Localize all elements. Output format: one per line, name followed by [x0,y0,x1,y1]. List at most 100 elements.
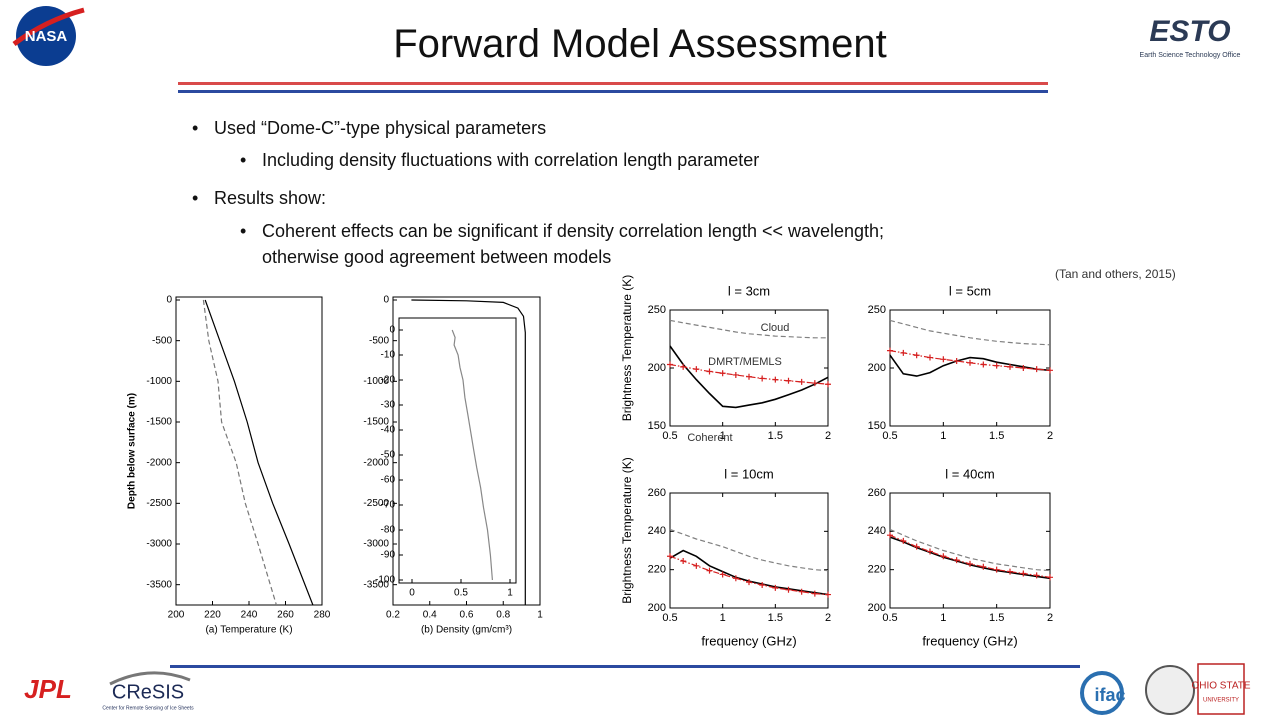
y-tick-label: -10 [381,350,396,361]
series-marker [772,584,779,591]
x-tick-label: 0.5 [662,612,677,624]
cresis-logo: CReSIS Center for Remote Sensing of Ice … [102,671,194,711]
series-marker [940,553,947,560]
annotation: DMRT/MEMLS [708,356,782,368]
y-tick-label: -1500 [363,417,389,428]
y-tick-label: -1500 [146,417,172,428]
chart-title: l = 10cm [724,466,774,481]
y-tick-label: -100 [375,575,395,586]
esto-logo: ESTO Earth Science Technology Office [1140,15,1241,59]
series-line [669,528,829,572]
x-tick-label: 0.5 [882,612,897,624]
x-tick-label: 260 [277,610,294,621]
y-tick-label: 0 [166,295,172,306]
x-tick-label: 1.5 [768,430,783,442]
x-tick-label: 2 [1047,430,1053,442]
y-tick-label: -30 [381,400,396,411]
x-tick-label: 1 [537,610,543,621]
y-tick-label: -40 [381,425,396,436]
title-rule-blue [178,90,1048,93]
y-axis-label: Brightness Temperature (K) [620,275,634,422]
y-tick-label: -500 [152,335,172,346]
y-tick-label: 200 [868,602,886,614]
series-marker [825,591,831,598]
esto-sub: Earth Science Technology Office [1140,52,1241,59]
x-tick-label: 2 [1047,612,1053,624]
series-line [451,329,493,581]
x-tick-label: 0.5 [454,588,468,599]
series-marker [927,548,933,555]
series-marker [811,380,818,387]
series-marker [900,537,907,544]
y-tick-label: 200 [648,362,666,374]
series-marker [719,571,726,578]
x-tick-label: 1 [720,430,726,442]
series-marker [746,373,752,380]
series-marker [772,376,779,383]
y-tick-label: -20 [381,375,396,386]
series-marker [1033,572,1040,579]
y-tick-label: -70 [381,500,396,511]
series-marker [759,375,766,382]
series-marker [967,560,973,567]
plot-frame [175,296,323,606]
title-rule-red [178,82,1048,85]
y-tick-label: -1000 [146,376,172,387]
chart-title: l = 3cm [728,283,770,298]
plot-frame [669,309,829,427]
ifac-text: ifac [1094,685,1125,705]
sub-bullet: Including density fluctuations with corr… [240,147,759,173]
annotation: Coherent [687,432,732,444]
nasa-logo: NASA [12,6,85,66]
y-tick-label: 150 [868,420,886,432]
plot-frame [398,317,517,584]
y-tick-label: 240 [648,525,666,537]
series-marker [980,563,987,570]
osu-text: OHIO STATE [1191,681,1250,692]
x-tick-label: 1 [720,612,726,624]
series-line [411,299,526,605]
plot-frame [889,492,1051,609]
x-tick-label: 1.5 [989,430,1004,442]
y-tick-label: -1000 [363,376,389,387]
x-tick-label: 0 [409,588,415,599]
series-marker [1007,363,1013,370]
footer-rule [170,665,1080,668]
x-axis-label: (b) Density (gm/cm³) [421,625,512,636]
x-tick-label: 240 [241,610,258,621]
series-marker [993,566,1000,573]
y-tick-label: -2000 [363,457,389,468]
y-tick-label: 200 [648,602,666,614]
series-marker [732,575,739,582]
series-marker [785,586,792,593]
x-tick-label: 1.5 [768,612,783,624]
x-tick-label: 1 [507,588,513,599]
y-tick-label: -3000 [146,539,172,550]
y-tick-label: 200 [868,362,886,374]
x-tick-label: 0.8 [496,610,510,621]
series-marker [798,378,805,385]
series-marker [825,381,831,388]
y-tick-label: 0 [383,295,389,306]
jpl-logo: JPL [24,674,72,704]
y-tick-label: -3500 [146,579,172,590]
x-tick-label: 1 [940,612,946,624]
x-tick-label: 1.5 [989,612,1004,624]
series-marker [1020,570,1027,577]
series-marker [913,352,920,359]
series-marker [746,579,752,586]
series-marker [667,361,673,368]
series-marker [798,588,805,595]
bullet: Results show: [192,185,326,211]
y-tick-label: 260 [868,487,886,499]
series-line [889,534,1051,578]
y-tick-label: -3500 [363,579,389,590]
series-marker [667,553,673,560]
chart-title: l = 40cm [945,466,995,481]
series-line [669,345,829,409]
seal-logo [1145,665,1195,715]
y-tick-label: -500 [369,335,389,346]
y-tick-label: 260 [648,487,666,499]
y-tick-label: 250 [648,304,666,316]
